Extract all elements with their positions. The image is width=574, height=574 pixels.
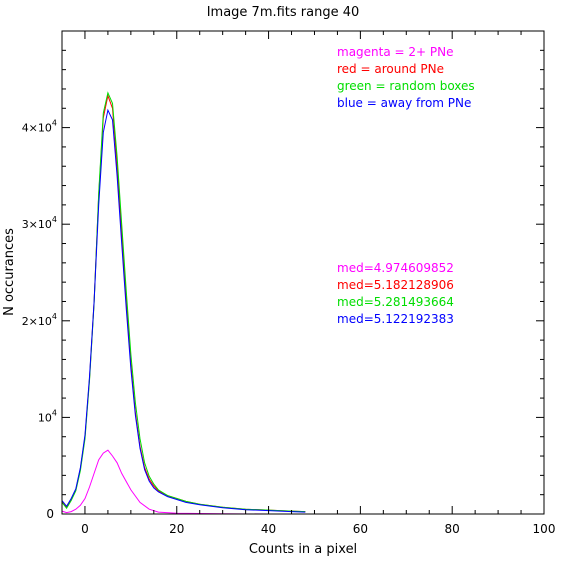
median-annotation-0: med=4.974609852 (337, 261, 454, 275)
legend-entry-0: magenta = 2+ PNe (337, 45, 454, 59)
x-tick-label-2: 40 (261, 522, 276, 536)
legend-entry-3: blue = away from PNe (337, 96, 471, 110)
y-tick-label-2: 3×104 (22, 215, 57, 231)
y-axis-label: N occurances (2, 228, 17, 316)
legend-entry-2: green = random boxes (337, 79, 475, 93)
chart-title: Image 7m.fits range 40 (207, 5, 360, 20)
x-tick-label-3: 60 (353, 522, 368, 536)
median-annotation-2: med=5.281493664 (337, 295, 454, 309)
x-tick-label-5: 100 (533, 522, 556, 536)
x-axis-label: Counts in a pixel (249, 542, 357, 557)
y-tick-label-1: 2×104 (22, 312, 57, 328)
series-line-3 (61, 108, 306, 513)
y-tick-label-0: 104 (38, 408, 57, 424)
median-annotation-1: med=5.182128906 (337, 278, 454, 292)
median-annotation-3: med=5.122192383 (337, 312, 454, 326)
series-line-0 (61, 449, 315, 515)
x-tick-label-1: 20 (169, 522, 184, 536)
x-tick-label-4: 80 (445, 522, 460, 536)
y-tick-label-zero: 0 (46, 507, 54, 521)
y-tick-label-3: 4×104 (22, 119, 57, 135)
x-tick-label-0: 0 (81, 522, 89, 536)
legend-entry-1: red = around PNe (337, 62, 444, 76)
plot-frame (61, 30, 545, 515)
